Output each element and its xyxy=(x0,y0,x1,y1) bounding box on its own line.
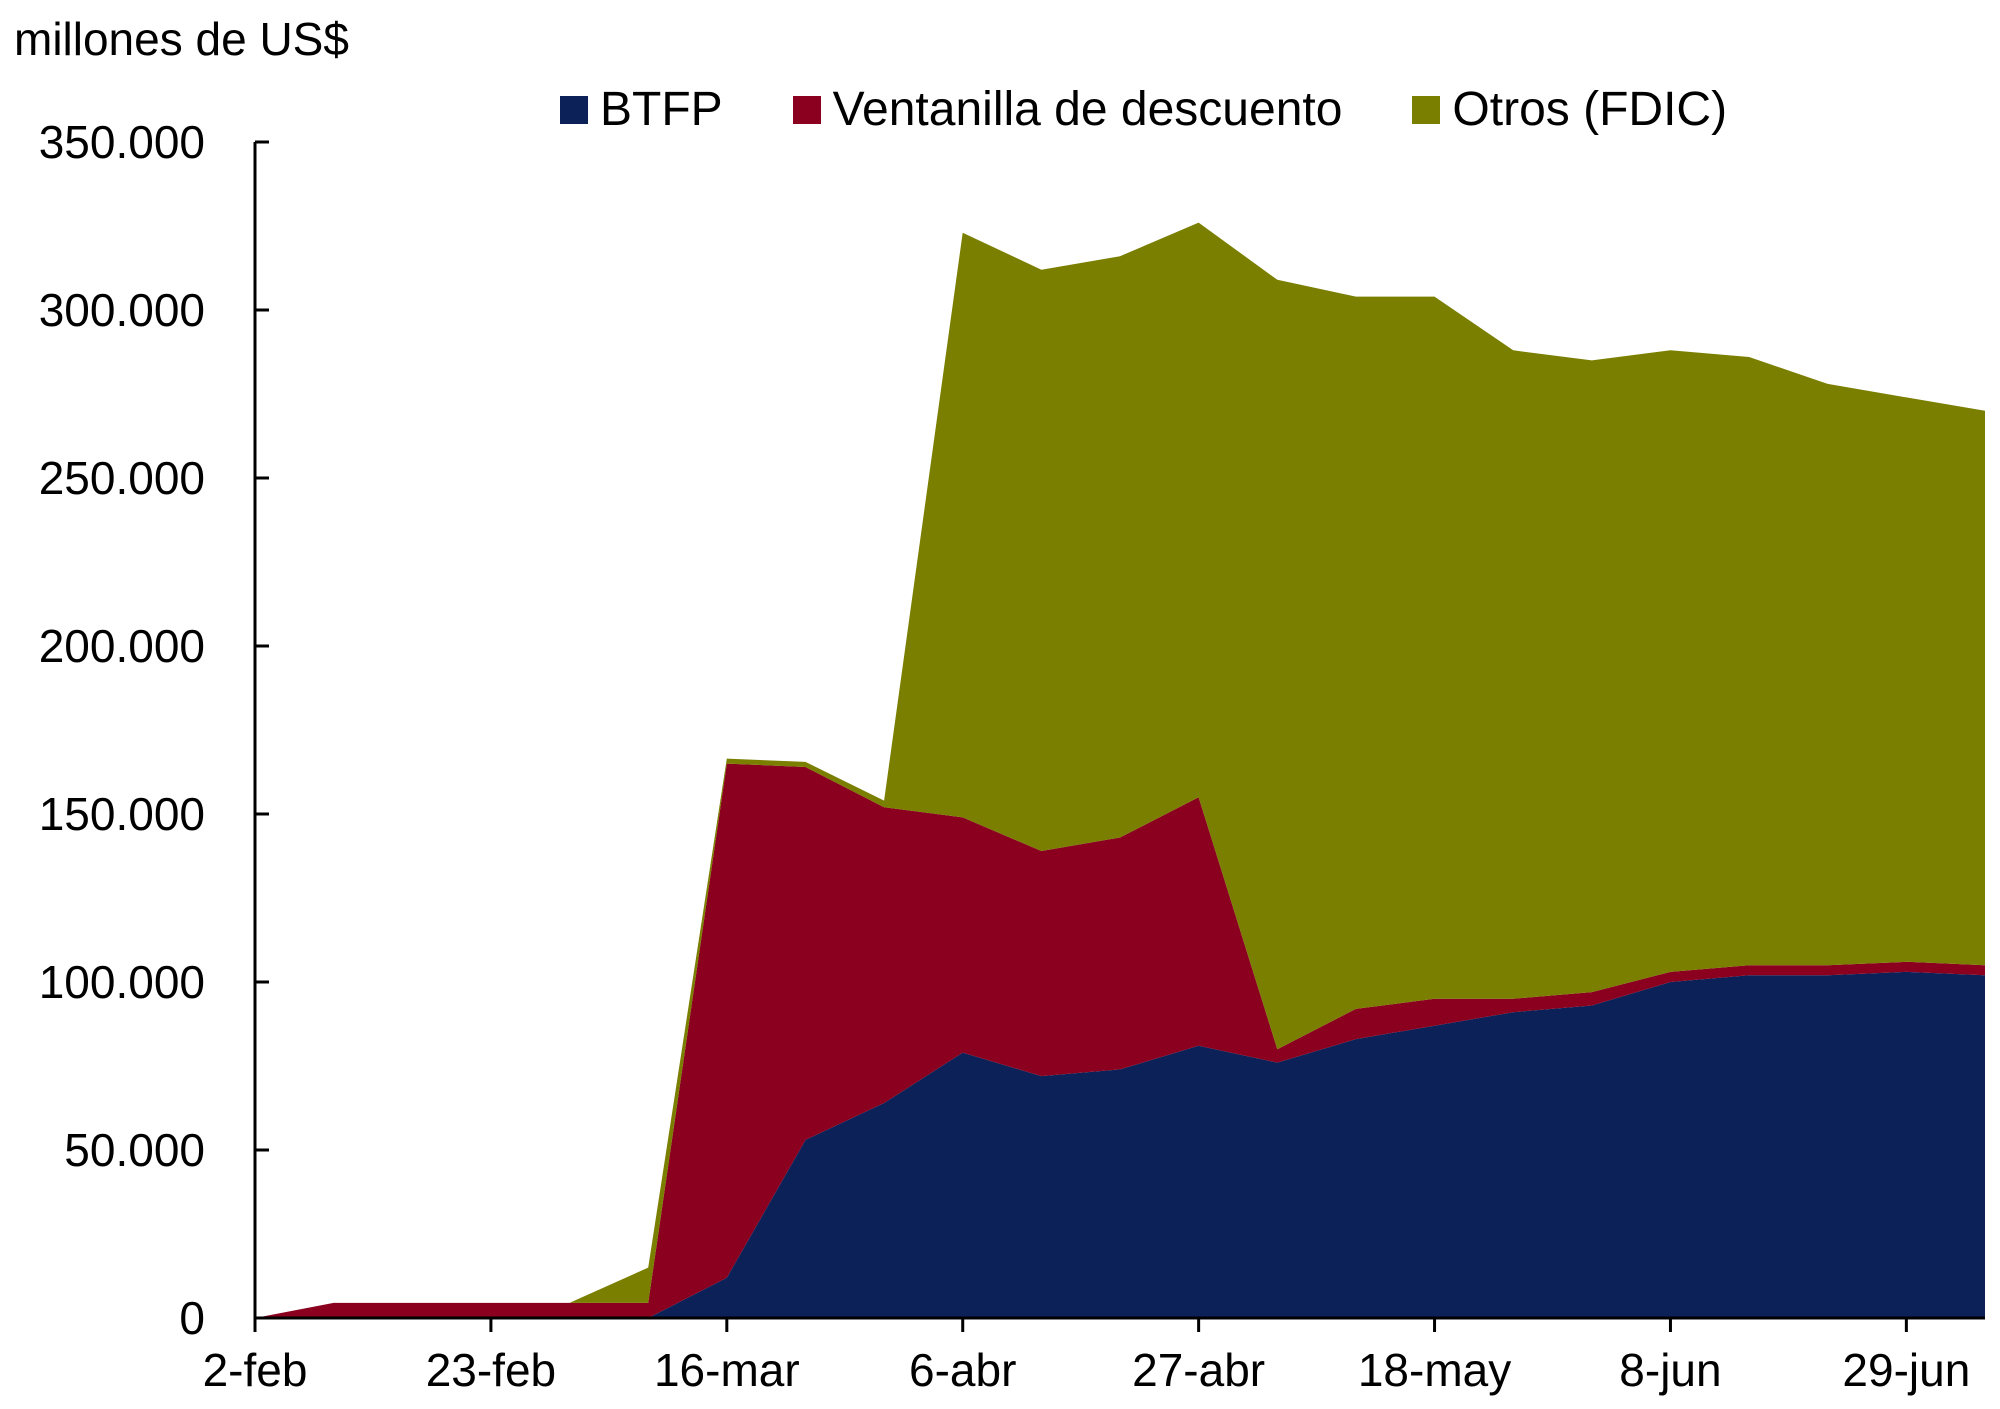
x-tick-label: 6-abr xyxy=(909,1344,1016,1396)
legend-item-btfp: BTFP xyxy=(560,82,723,137)
y-tick-label: 250.000 xyxy=(39,452,205,504)
y-tick-label: 300.000 xyxy=(39,284,205,336)
y-tick-label: 150.000 xyxy=(39,788,205,840)
legend-item-otros: Otros (FDIC) xyxy=(1412,82,1727,137)
y-axis-unit-label: millones de US$ xyxy=(14,13,349,65)
y-tick-label: 200.000 xyxy=(39,620,205,672)
legend-label-ventanilla: Ventanilla de descuento xyxy=(832,83,1343,136)
y-axis-ticks: 0 50.000 100.000 150.000 200.000 250.000 300.0… xyxy=(39,116,269,1344)
x-tick-label: 18-may xyxy=(1358,1344,1511,1396)
x-tick-label: 27-abr xyxy=(1132,1344,1265,1396)
x-tick-label: 23-feb xyxy=(426,1344,556,1396)
legend: BTFP Ventanilla de descuento Otros (FDIC… xyxy=(560,82,1797,137)
y-tick-label: 50.000 xyxy=(64,1124,205,1176)
y-tick-label: 350.000 xyxy=(39,116,205,168)
x-axis-ticks: 2-feb 23-feb 16-mar 6-abr 27-abr 18-may 8-jun 2… xyxy=(203,1318,1970,1396)
legend-item-ventanilla: Ventanilla de descuento xyxy=(792,82,1343,137)
area-layers xyxy=(255,222,1985,1319)
legend-swatch-otros xyxy=(1412,95,1441,124)
legend-label-otros: Otros (FDIC) xyxy=(1452,83,1728,136)
legend-swatch-ventanilla xyxy=(792,95,821,124)
area-btfp xyxy=(255,971,1985,1318)
x-tick-label: 16-mar xyxy=(654,1344,800,1396)
x-tick-label: 8-jun xyxy=(1619,1344,1721,1396)
y-tick-label: 0 xyxy=(179,1292,205,1344)
area-ventanilla xyxy=(255,763,1985,1318)
area-otros xyxy=(255,222,1985,1319)
legend-label-btfp: BTFP xyxy=(600,83,723,136)
axes xyxy=(253,142,1985,1320)
y-tick-label: 100.000 xyxy=(39,956,205,1008)
x-tick-label: 2-feb xyxy=(203,1344,308,1396)
legend-swatch-btfp xyxy=(560,95,588,124)
x-tick-label: 29-jun xyxy=(1842,1344,1970,1396)
